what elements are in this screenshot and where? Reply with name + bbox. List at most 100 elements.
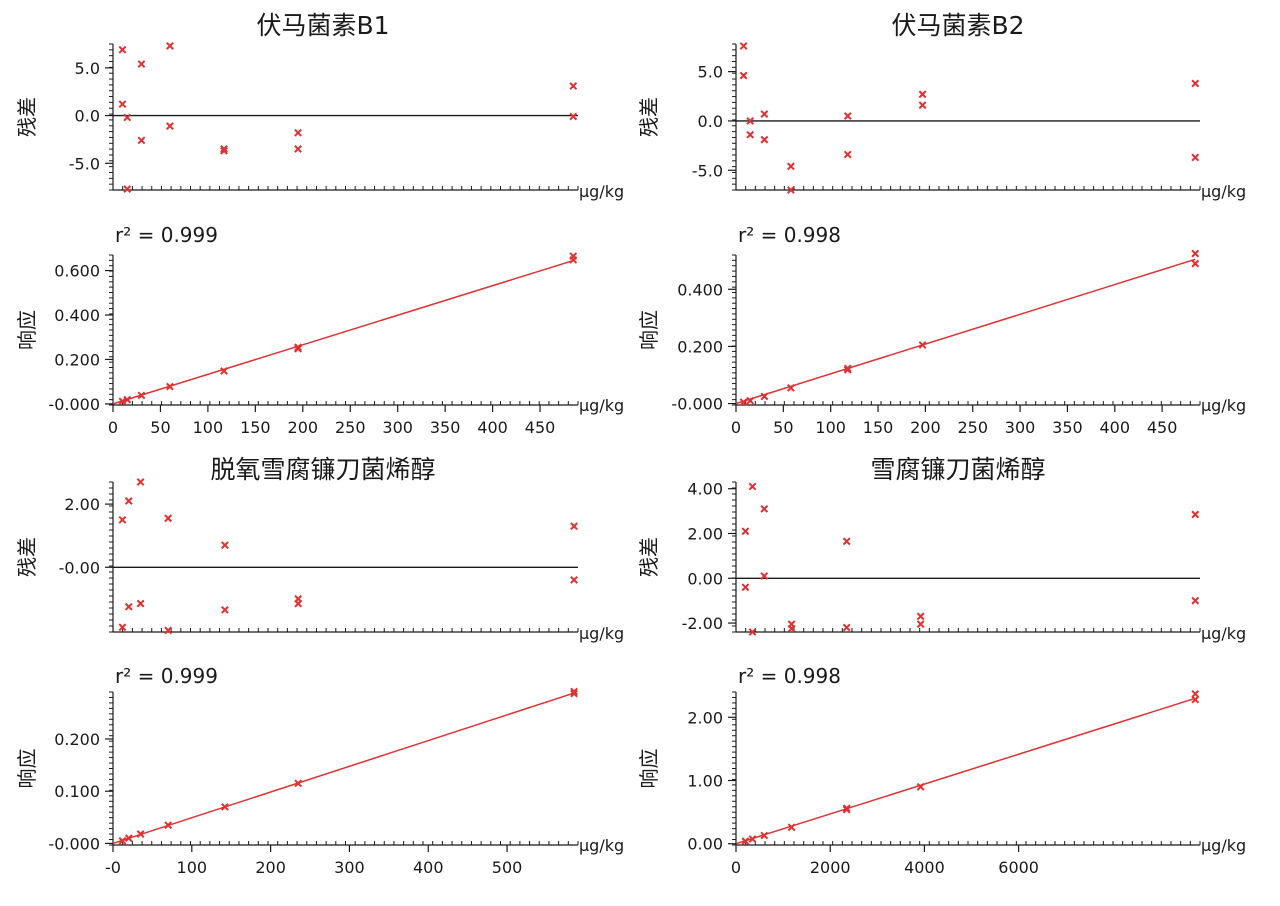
residual-plot: 4.00 2.00 0.00 -2.00 μg/kg 残差 [637,480,1246,643]
x-tick-label: 2000 [810,858,851,877]
x-tick-label: 0 [731,418,741,437]
panel-3: 脱氧雪腐镰刀菌烯醇 2.00 -0.00 μg/kg 残差 r² = 0.999 -0.00… [15,455,624,877]
x-tick-label: 500 [492,858,523,877]
residual-point [123,113,132,122]
residual-point [220,146,228,155]
residual-point [916,612,925,621]
calibration-point [918,341,927,349]
calibration-point [787,383,795,392]
calibration-point [1191,259,1200,268]
x-tick-label: 400 [477,418,508,437]
y-tick-label: 0.200 [54,350,100,369]
x-tick-label: 50 [773,418,793,437]
calibration-point [1191,689,1200,698]
r-squared-label: r² = 0.998 [738,664,841,688]
calibration-point [294,343,302,352]
residual-point [164,626,173,635]
y-tick-label: 5.0 [698,63,723,82]
calibration-point [137,391,146,400]
residual-point [570,575,578,584]
residual-point [918,101,927,110]
x-tick-label: 300 [382,418,413,437]
residual-point [569,82,578,90]
chart-title: 脱氧雪腐镰刀菌烯醇 [210,455,435,484]
fit-line [735,697,1196,845]
residual-point [741,583,750,592]
x-tick-label: 0 [731,858,741,877]
residual-point [220,145,228,153]
x-tick-label: 350 [1052,418,1083,437]
y-axis-label: 响应 [637,310,661,350]
residual-point [916,620,925,629]
residual-point [842,623,851,632]
calibration-point [760,831,769,840]
residual-point [760,504,769,513]
calibration-point [124,834,133,843]
panel-1: 伏马菌素B1 5.0 0.0 -5.0 μg/kg 残差 r² = 0.999 -0.000 0… [15,11,624,437]
calibration-point [741,837,750,846]
calibration-point [123,395,132,404]
calibration-point [294,779,303,788]
residual-point [746,130,755,139]
residual-point [760,135,769,144]
residual-point [746,117,755,125]
r-squared-label: r² = 0.999 [115,664,218,688]
x-tick-label: 300 [334,858,365,877]
panel-2: 伏马菌素B2 5.0 0.0 -5.0 μg/kg 残差 r² = 0.998 -0.000 0… [637,11,1246,437]
y-tick-label: 5.0 [75,59,100,78]
y-axis-label: 残差 [15,537,39,577]
x-tick-label: 200 [288,418,319,437]
y-axis-label: 响应 [637,749,661,789]
x-unit-label: μg/kg [579,396,624,415]
x-unit-label: μg/kg [579,624,624,643]
y-tick-label: 2.00 [64,495,100,514]
residual-point [1191,79,1200,88]
residual-point [166,122,174,130]
y-tick-label: -0.000 [671,395,723,414]
residual-point [137,136,146,145]
y-tick-label: 0.200 [54,730,100,749]
y-axis-label: 响应 [15,310,39,350]
y-tick-label: 0.100 [54,782,100,801]
y-tick-label: 2.00 [687,708,723,727]
y-tick-label: 0.00 [687,569,723,588]
y-tick-label: 4.00 [687,480,723,499]
calibration-point [570,687,578,696]
chart-title: 雪腐镰刀菌烯醇 [870,455,1045,484]
fit-line [112,692,575,845]
x-tick-label: 200 [910,418,941,437]
x-unit-label: μg/kg [1201,182,1246,201]
x-tick-label: 150 [863,418,894,437]
calibration-plot: r² = 0.999 -0.000 0.100 0.200 -0 100 200 300 400… [15,664,624,877]
calibration-point [843,365,852,374]
y-axis-label: 残差 [637,97,661,137]
calibration-point [164,821,173,830]
residual-point [918,90,927,99]
fit-line [112,259,574,405]
x-tick-label: -0 [105,858,121,877]
x-tick-label: 250 [957,418,988,437]
calibration-point [1191,695,1200,704]
residual-point [748,628,757,636]
residual-point [118,45,127,54]
residual-point [221,541,229,550]
y-tick-label: 0.0 [698,112,723,131]
x-tick-label: 350 [430,418,461,437]
calibration-point [569,252,578,261]
x-unit-label: μg/kg [1201,396,1246,415]
y-tick-label: -5.0 [69,154,100,173]
x-tick-label: 400 [413,858,444,877]
residual-point [118,623,127,632]
calibration-point [570,689,578,698]
x-tick-label: 100 [193,418,224,437]
residual-point [787,624,796,633]
calibration-point [916,782,925,791]
residual-point [124,497,133,505]
y-tick-label: 0.600 [54,262,100,281]
residual-point [570,522,578,531]
calibration-point [760,392,769,401]
x-unit-label: μg/kg [1201,624,1246,643]
calibration-point [842,804,851,813]
residual-point [1191,510,1200,519]
y-tick-label: -0.000 [48,395,100,414]
